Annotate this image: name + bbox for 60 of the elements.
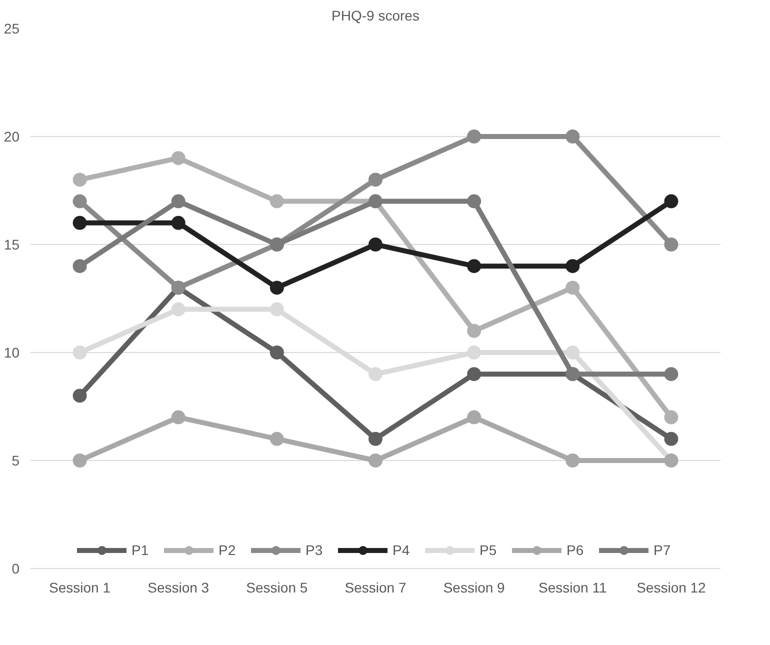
point [368, 454, 382, 468]
x-tick-label: Session 11 [538, 580, 607, 596]
legend-label: P1 [132, 541, 150, 560]
legend-label: P3 [306, 541, 324, 560]
x-tick-label: Session 7 [344, 580, 406, 596]
point [72, 172, 87, 187]
point [467, 259, 482, 274]
point [467, 324, 482, 338]
legend-label: P4 [392, 541, 411, 560]
legend-label: P6 [566, 541, 585, 560]
legend-label: P2 [218, 541, 237, 560]
point [270, 432, 284, 446]
point [270, 302, 284, 316]
x-tick-label: Session 1 [49, 580, 111, 596]
point [467, 130, 482, 144]
point [72, 454, 87, 468]
point [566, 454, 580, 468]
x-tick-label: Session 5 [246, 580, 308, 596]
point [368, 432, 382, 446]
y-tick-label: 20 [4, 128, 20, 144]
point [72, 216, 87, 230]
point [72, 388, 87, 403]
chart-title: PHQ-9 scores [332, 8, 420, 24]
point [566, 130, 580, 144]
point [664, 238, 678, 252]
point [270, 280, 284, 295]
point [368, 367, 382, 382]
point [72, 259, 87, 274]
point [270, 346, 284, 360]
x-tick-label: Session 12 [636, 580, 706, 596]
y-tick-label: 15 [4, 236, 20, 252]
y-tick-label: 5 [12, 452, 20, 468]
y-tick-label: 10 [4, 344, 20, 360]
point [368, 172, 382, 187]
point [171, 151, 186, 166]
point [664, 194, 678, 208]
point [467, 367, 482, 382]
point [566, 280, 580, 295]
y-tick-label: 25 [4, 20, 20, 36]
point [72, 346, 87, 360]
point [368, 238, 382, 252]
point [566, 259, 580, 274]
point [171, 302, 186, 316]
legend-label: P5 [480, 541, 498, 560]
point [664, 367, 678, 382]
point [467, 410, 482, 424]
point [270, 194, 284, 208]
point [467, 194, 482, 208]
y-tick-label: 0 [12, 560, 20, 576]
point [72, 194, 87, 208]
legend-label: P7 [654, 541, 672, 560]
point [566, 346, 580, 360]
point [664, 410, 678, 424]
point [467, 346, 482, 360]
point [171, 194, 186, 208]
x-tick-label: Session 9 [443, 580, 506, 596]
point [664, 432, 678, 446]
x-tick-label: Session 3 [148, 580, 210, 596]
point [171, 216, 186, 230]
point [171, 410, 186, 424]
